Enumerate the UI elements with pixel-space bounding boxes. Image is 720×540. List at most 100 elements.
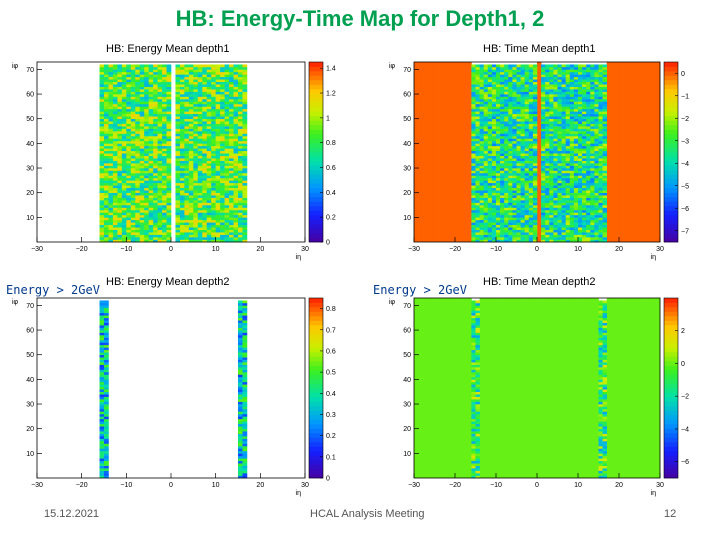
heatmap-cell [524,98,530,102]
heatmap-cell [553,71,558,75]
heatmap-cell [130,232,136,235]
heatmap-cell [162,76,167,80]
heatmap-cell [582,145,587,149]
heatmap-cell [104,200,109,203]
heatmap-cell [565,96,571,100]
heatmap-cell [153,91,158,95]
heatmap-cell [175,133,181,137]
heatmap-cell [553,170,558,174]
heatmap-cell [104,465,109,469]
heatmap-cell [565,163,571,166]
heatmap-cell [188,163,194,166]
heatmap-cell [602,116,607,120]
heatmap-cell [504,222,509,226]
heatmap-cell [541,170,546,174]
heatmap-cell [496,207,501,211]
heatmap-cell [549,229,554,233]
heatmap-cell [242,128,248,132]
heatmap-cell [139,76,145,80]
heatmap-cell [565,86,571,90]
heatmap-cell [206,116,212,120]
heatmap-cell [545,185,550,189]
heatmap-cell [104,376,109,380]
heatmap-cell [500,227,505,230]
heatmap-cell [202,94,208,97]
heatmap-cell [479,234,484,238]
heatmap-cell [602,160,607,164]
heatmap-cell [166,64,172,68]
heatmap-cell [175,116,181,120]
heatmap-cell [565,202,571,206]
colorbar-band [309,80,323,85]
heatmap-cell [153,205,158,208]
heatmap-cell [471,227,476,230]
heatmap-cell [130,177,136,181]
heatmap-cell [483,207,489,211]
heatmap-cell [242,76,248,80]
heatmap-cell [193,212,199,216]
colorbar-band [664,93,678,99]
heatmap-cell [99,111,105,115]
heatmap-cell [238,138,243,142]
colorbar-band [309,197,323,202]
heatmap-cell [586,232,591,235]
heatmap-cell [104,441,109,444]
heatmap-cell [139,222,145,226]
heatmap-cell [135,128,141,132]
heatmap-cell [491,91,497,95]
heatmap-cell [224,153,230,156]
heatmap-cell [193,237,199,240]
colorbar-band [309,174,323,180]
heatmap-cell [242,131,248,134]
heatmap-cell [193,91,199,95]
heatmap-cell [188,182,194,186]
heatmap-cell [117,190,123,193]
heatmap-cell [224,229,230,233]
heatmap-cell [153,150,158,154]
heatmap-cell [471,118,476,122]
heatmap-cell [487,202,493,206]
heatmap-cell [188,108,194,112]
heatmap-cell [99,423,105,427]
colorbar-tick-label: −3 [681,138,689,145]
heatmap-cell [238,443,243,447]
heatmap-cell [104,332,109,336]
heatmap-cell [590,168,595,171]
heatmap-cell [99,332,105,336]
heatmap-cell [565,190,571,193]
heatmap-cell [144,170,149,174]
heatmap-cell [148,172,154,176]
heatmap-cell [516,158,521,161]
heatmap-cell [541,81,546,85]
heatmap-cell [573,113,579,117]
heatmap-cell [197,66,203,70]
heatmap-cell [99,219,105,223]
heatmap-cell [487,214,493,218]
heatmap-cell [220,86,225,90]
heatmap-cell [211,187,216,191]
heatmap-cell [602,200,607,203]
heatmap-cell [528,209,534,213]
heatmap-cell [512,126,517,129]
heatmap-cell [144,84,149,87]
heatmap-cell [532,202,538,206]
heatmap-cell [148,175,154,179]
heatmap-cell [193,170,199,174]
heatmap-cell [590,79,595,83]
heatmap-cell [202,79,208,83]
heatmap-cell [108,187,114,191]
heatmap-cell [117,207,123,211]
heatmap-cell [144,224,149,228]
heatmap-cell [475,148,480,152]
heatmap-cell [139,71,145,75]
heatmap-cell [99,148,105,152]
heatmap-cell [121,232,127,235]
heatmap-cell [112,217,118,221]
heatmap-cell [578,222,583,226]
heatmap-cell [483,219,489,223]
heatmap-cell [112,195,118,198]
heatmap-cell [229,128,234,132]
heatmap-cell [471,185,476,189]
heatmap-cell [475,91,480,95]
heatmap-cell [153,175,158,179]
